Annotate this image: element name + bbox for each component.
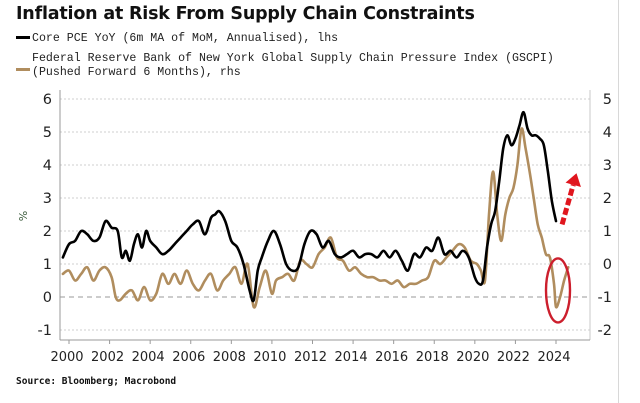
annotation-ellipse xyxy=(544,257,572,324)
y-left-tick-label: 4 xyxy=(43,158,52,174)
y-left-tick-label: 2 xyxy=(43,224,52,240)
legend-swatch-black xyxy=(16,36,30,40)
y-left-tick-label: 0 xyxy=(43,290,52,306)
source-note: Source: Bloomberg; Macrobond xyxy=(16,376,177,387)
x-tick-label: 2012 xyxy=(294,350,327,365)
y-left-tick-label: 1 xyxy=(43,257,52,273)
image-border xyxy=(618,0,619,403)
y-right-tick-label: 3 xyxy=(603,158,612,174)
x-tick-label: 2014 xyxy=(335,350,368,365)
series-lines xyxy=(61,110,570,309)
x-tick-label: 2022 xyxy=(497,350,530,365)
y-left-tick-label: 5 xyxy=(43,125,52,141)
x-tick-label: 2000 xyxy=(50,350,83,365)
x-tick-label: 2016 xyxy=(375,350,408,365)
annotations xyxy=(544,173,581,324)
legend-label-gscpi-line1: Federal Reserve Bank of New York Global … xyxy=(32,52,554,65)
y-right-tick-label: 5 xyxy=(603,92,612,108)
x-tick-label: 2008 xyxy=(213,350,246,365)
y-left-tick-label: -1 xyxy=(38,323,52,339)
legend-item-core-pce: Core PCE YoY (6m MA of MoM, Annualised),… xyxy=(16,32,338,46)
legend-label-core-pce: Core PCE YoY (6m MA of MoM, Annualised),… xyxy=(32,32,339,45)
y-axis-label-percent: % xyxy=(17,211,30,221)
legend-label-gscpi-line2: (Pushed Forward 6 Months), rhs xyxy=(32,66,241,79)
y-right-tick-label: 4 xyxy=(603,125,612,141)
x-tick-label: 2018 xyxy=(416,350,449,365)
y-left-tick-label: 6 xyxy=(43,92,52,108)
series-line-core-pce xyxy=(61,110,558,303)
annotation-arrow-head-icon xyxy=(565,173,581,187)
x-tick-label: 2006 xyxy=(172,350,205,365)
x-tick-label: 2024 xyxy=(537,350,570,365)
y-right-tick-label: -2 xyxy=(598,323,612,339)
y-right-tick-label: 2 xyxy=(603,191,612,207)
y-axis-right: 5 4 3 2 1 0 -1 -2 xyxy=(598,92,612,339)
y-right-tick-label: -1 xyxy=(598,290,612,306)
y-left-tick-label: 3 xyxy=(43,191,52,207)
chart-title: Inflation at Risk From Supply Chain Cons… xyxy=(16,4,475,24)
x-tick-label: 2010 xyxy=(253,350,286,365)
x-tick-label: 2020 xyxy=(456,350,489,365)
x-axis: 2000 2002 2004 2006 2008 2010 2012 2014 2016 2018… xyxy=(50,340,571,365)
plot-frame xyxy=(59,90,591,341)
y-right-tick-label: 0 xyxy=(603,257,612,273)
annotation-arrow-shaft xyxy=(559,184,576,226)
y-axis-left: 6 5 4 3 2 1 0 -1 xyxy=(38,92,52,339)
legend-swatch-gold xyxy=(16,68,30,71)
y-right-tick-label: 1 xyxy=(603,224,612,240)
legend-item-gscpi: Federal Reserve Bank of New York Global … xyxy=(16,52,554,80)
x-tick-label: 2004 xyxy=(132,350,165,365)
x-tick-label: 2002 xyxy=(91,350,124,365)
